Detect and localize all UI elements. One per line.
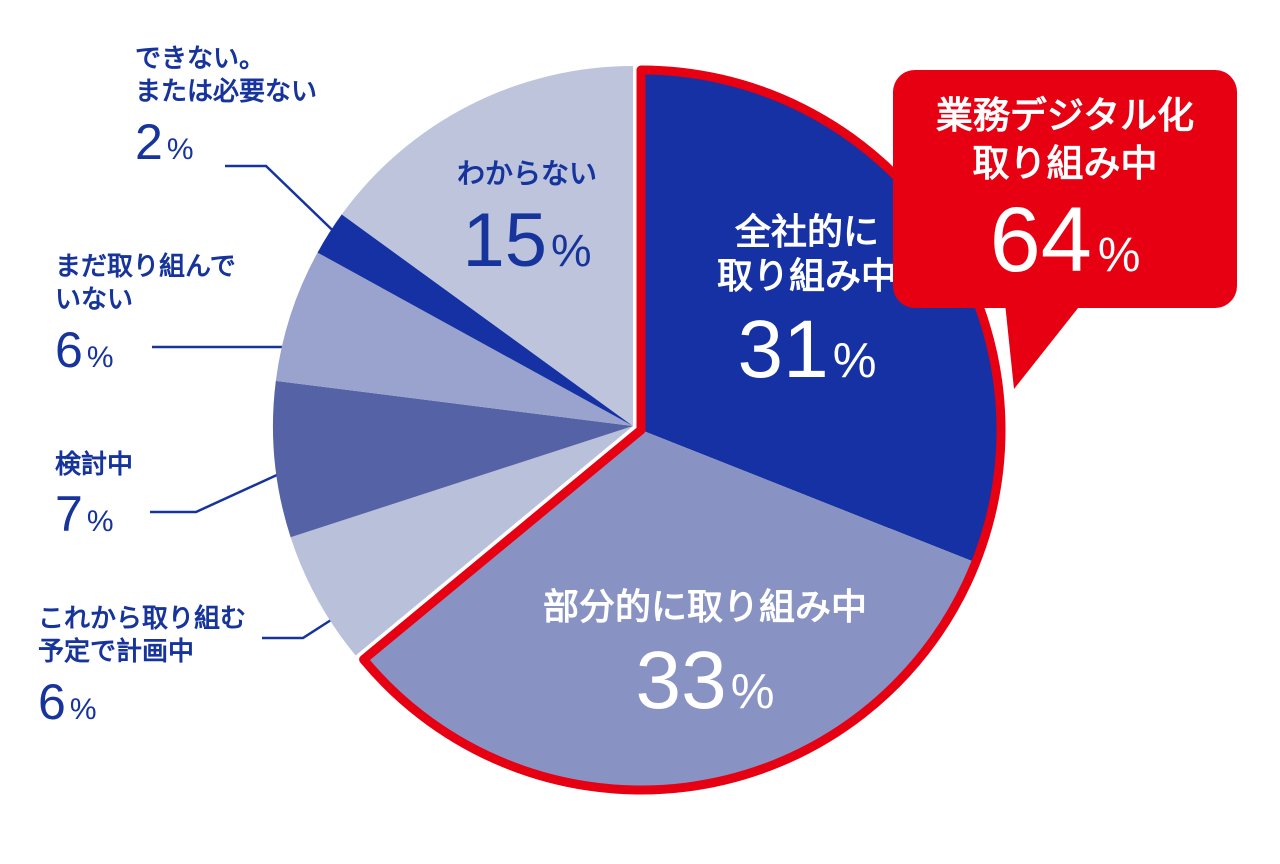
label-cannot-line1: できない。 bbox=[135, 43, 266, 73]
label-cannot: できない。 または必要ない 2% bbox=[135, 42, 317, 168]
label-companywide: 全社的に 取り組み中 31% bbox=[676, 210, 938, 391]
label-partial-value: 33% bbox=[635, 634, 775, 726]
label-considering-value: 7% bbox=[55, 486, 114, 543]
label-planned-line2: 予定で計画中 bbox=[38, 636, 195, 667]
callout-line2: 取り組み中 bbox=[972, 143, 1158, 184]
label-companywide-value: 31% bbox=[737, 303, 877, 395]
label-considering-line1: 検討中 bbox=[55, 449, 134, 479]
label-partial-line1: 部分的に取り組み中 bbox=[542, 586, 867, 627]
label-unknown-line1: わからない bbox=[456, 158, 597, 189]
callout-line1: 業務デジタル化 bbox=[935, 94, 1195, 136]
label-cannot-line2: または必要ない bbox=[135, 76, 318, 107]
highlight-group-outline bbox=[359, 65, 1006, 795]
label-not-yet: まだ取り組んで いない 6% bbox=[55, 250, 236, 376]
callout-value: 64% bbox=[989, 189, 1141, 292]
label-planned-line1: これから取り組む bbox=[38, 603, 247, 633]
label-companywide-line1: 全社的に bbox=[734, 211, 879, 252]
leader-line-planned bbox=[262, 618, 332, 640]
leader-line-cannot bbox=[225, 164, 353, 250]
label-companywide-line2: 取り組み中 bbox=[716, 254, 897, 296]
label-planned: これから取り組む 予定で計画中 6% bbox=[38, 602, 246, 728]
label-unknown-value: 15% bbox=[462, 197, 592, 283]
highlight-callout: 業務デジタル化 取り組み中 64% bbox=[893, 70, 1237, 308]
pie-slice-considering bbox=[273, 380, 633, 538]
label-cannot-value: 2% bbox=[135, 113, 194, 170]
label-partial: 部分的に取り組み中 33% bbox=[515, 585, 895, 723]
label-not-yet-line2: いない bbox=[55, 284, 134, 315]
label-considering: 検討中 7% bbox=[55, 448, 133, 540]
label-not-yet-value: 6% bbox=[55, 321, 114, 378]
label-not-yet-line1: まだ取り組んで bbox=[55, 251, 236, 281]
pie-slice-partial bbox=[363, 430, 976, 790]
pie-slice-unknown bbox=[341, 66, 633, 426]
pie bbox=[273, 65, 1006, 795]
pie-slice-cannot bbox=[317, 214, 633, 426]
callout-tail-icon bbox=[1005, 303, 1082, 389]
pie-slice-not-yet bbox=[275, 252, 633, 426]
label-unknown: わからない 15% bbox=[392, 156, 662, 279]
leader-line-considering bbox=[150, 467, 291, 514]
label-planned-value: 6% bbox=[38, 673, 97, 730]
pie-slice-planned bbox=[290, 426, 633, 656]
